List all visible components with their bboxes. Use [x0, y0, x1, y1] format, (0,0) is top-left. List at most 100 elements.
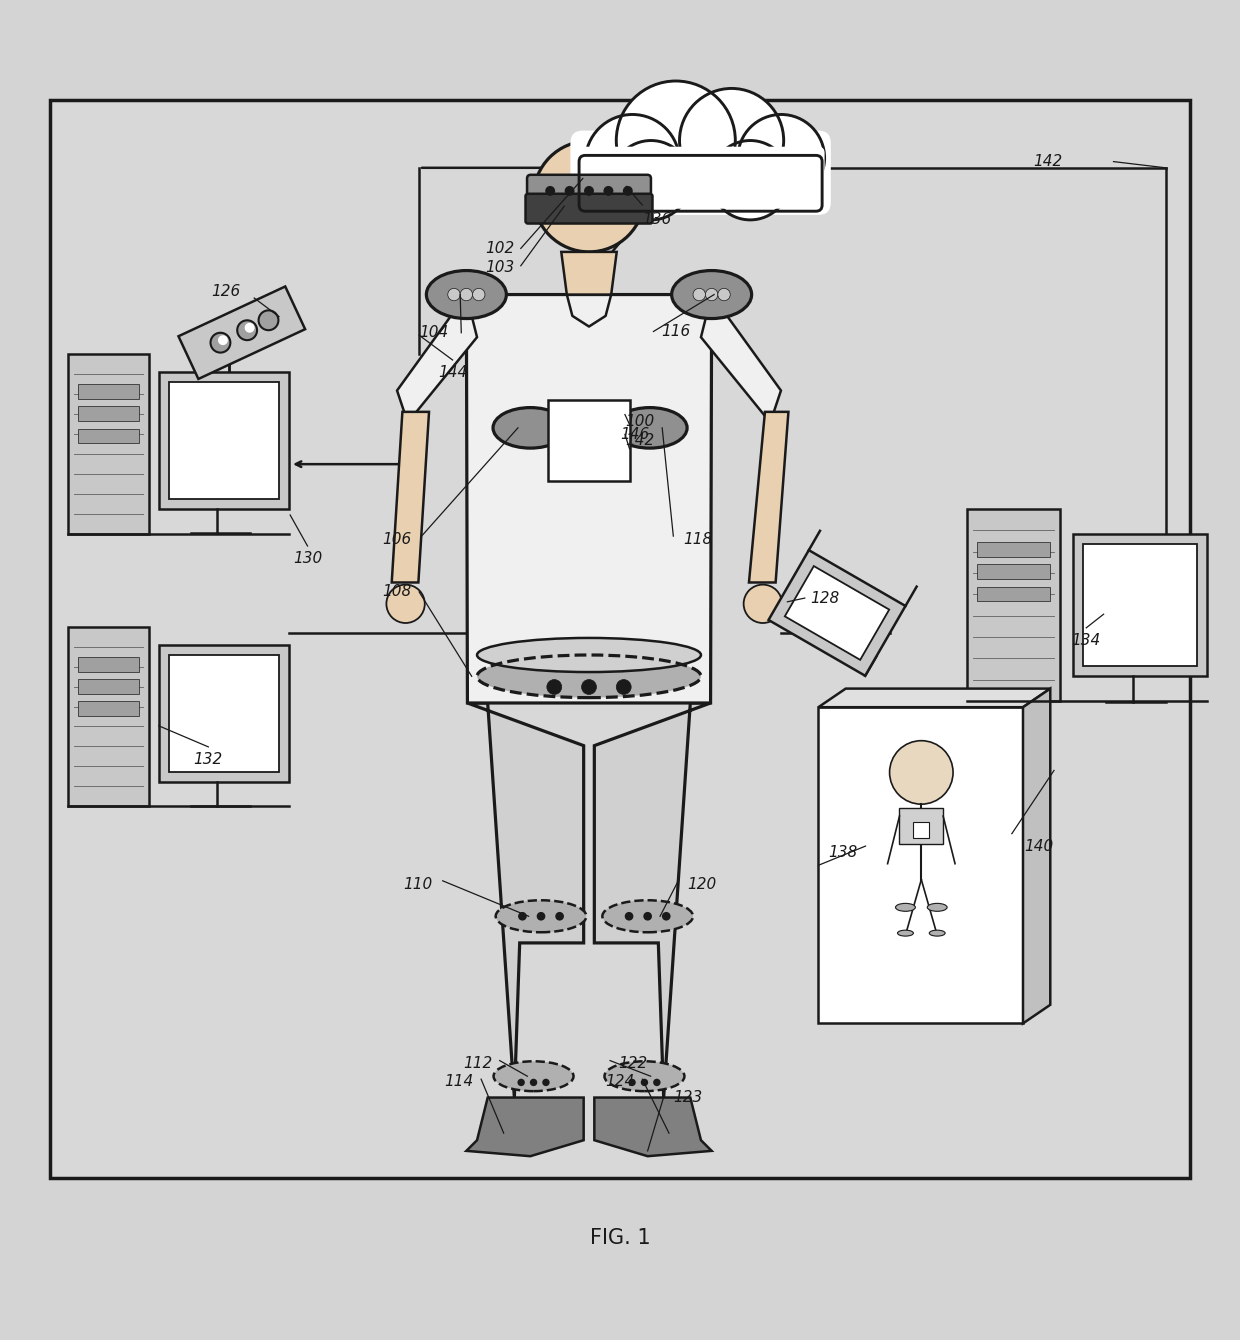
Text: 134: 134 — [1071, 632, 1101, 647]
Circle shape — [622, 186, 632, 196]
Circle shape — [653, 1079, 661, 1087]
FancyBboxPatch shape — [527, 174, 651, 206]
Circle shape — [518, 913, 527, 921]
FancyBboxPatch shape — [570, 130, 831, 214]
Polygon shape — [392, 411, 429, 583]
Polygon shape — [466, 295, 712, 704]
Polygon shape — [818, 689, 1050, 708]
Bar — [68, 627, 149, 807]
Circle shape — [744, 584, 782, 623]
Bar — [78, 679, 139, 694]
Circle shape — [718, 288, 730, 300]
Text: 114: 114 — [444, 1075, 474, 1089]
Circle shape — [259, 311, 279, 330]
Text: FIG. 1: FIG. 1 — [590, 1227, 650, 1248]
Text: 120: 120 — [687, 876, 717, 892]
Circle shape — [546, 186, 556, 196]
FancyBboxPatch shape — [526, 194, 652, 224]
Text: 128: 128 — [810, 591, 839, 606]
Circle shape — [237, 320, 257, 340]
Polygon shape — [562, 252, 616, 295]
Bar — [78, 701, 139, 716]
Text: 118: 118 — [683, 532, 713, 547]
Circle shape — [472, 288, 485, 300]
Text: 138: 138 — [828, 844, 858, 860]
Text: 103: 103 — [485, 260, 515, 275]
Bar — [977, 587, 1050, 602]
Bar — [78, 429, 139, 444]
Ellipse shape — [928, 903, 947, 911]
Text: 130: 130 — [293, 551, 322, 565]
Circle shape — [611, 141, 691, 220]
Circle shape — [693, 288, 706, 300]
Text: 124: 124 — [605, 1075, 635, 1089]
Bar — [548, 401, 630, 481]
Circle shape — [604, 186, 614, 196]
Text: 132: 132 — [193, 752, 223, 766]
Ellipse shape — [477, 638, 701, 673]
Ellipse shape — [604, 1061, 684, 1091]
Ellipse shape — [603, 900, 693, 933]
Circle shape — [460, 288, 472, 300]
Polygon shape — [594, 704, 711, 1097]
Text: 106: 106 — [382, 532, 412, 547]
Text: 116: 116 — [661, 324, 691, 339]
Bar — [78, 657, 139, 671]
Bar — [169, 655, 279, 772]
FancyBboxPatch shape — [577, 146, 825, 209]
Text: 142: 142 — [625, 433, 655, 448]
Ellipse shape — [672, 271, 751, 319]
Polygon shape — [179, 287, 305, 379]
Circle shape — [711, 141, 790, 220]
Ellipse shape — [494, 407, 568, 448]
Circle shape — [529, 1079, 537, 1087]
Text: 100: 100 — [625, 414, 655, 430]
Circle shape — [585, 114, 680, 209]
Text: 102: 102 — [485, 241, 515, 256]
Polygon shape — [785, 565, 889, 659]
Circle shape — [582, 679, 596, 694]
Text: 136: 136 — [642, 212, 672, 228]
Circle shape — [556, 913, 564, 921]
Polygon shape — [701, 295, 781, 422]
Ellipse shape — [427, 271, 506, 319]
Ellipse shape — [895, 903, 915, 911]
Bar — [977, 564, 1050, 579]
Circle shape — [706, 288, 718, 300]
Circle shape — [616, 679, 631, 694]
Bar — [68, 354, 149, 533]
Circle shape — [889, 741, 954, 804]
Text: 123: 123 — [673, 1091, 703, 1106]
Bar — [169, 382, 279, 498]
Bar — [1073, 533, 1207, 677]
Bar — [50, 99, 1190, 1178]
Bar — [78, 406, 139, 421]
Polygon shape — [769, 551, 905, 675]
Circle shape — [244, 323, 254, 332]
Circle shape — [629, 1079, 636, 1087]
Circle shape — [533, 141, 645, 252]
Text: 146: 146 — [620, 427, 650, 442]
Polygon shape — [467, 704, 584, 1097]
Circle shape — [211, 332, 231, 352]
Bar — [1083, 544, 1197, 666]
Text: 122: 122 — [618, 1056, 647, 1071]
Text: 140: 140 — [1024, 839, 1054, 854]
Text: 126: 126 — [211, 284, 241, 299]
Text: 144: 144 — [438, 364, 467, 381]
Ellipse shape — [477, 655, 701, 698]
Polygon shape — [466, 1097, 584, 1156]
Circle shape — [738, 114, 825, 201]
Circle shape — [517, 1079, 525, 1087]
Circle shape — [537, 913, 546, 921]
Circle shape — [625, 913, 634, 921]
Bar — [977, 541, 1050, 557]
Circle shape — [584, 186, 594, 196]
Polygon shape — [1023, 689, 1050, 1024]
Circle shape — [644, 913, 652, 921]
Circle shape — [616, 80, 735, 200]
Circle shape — [564, 186, 574, 196]
Circle shape — [641, 1079, 649, 1087]
Circle shape — [680, 88, 784, 193]
Polygon shape — [397, 295, 477, 422]
